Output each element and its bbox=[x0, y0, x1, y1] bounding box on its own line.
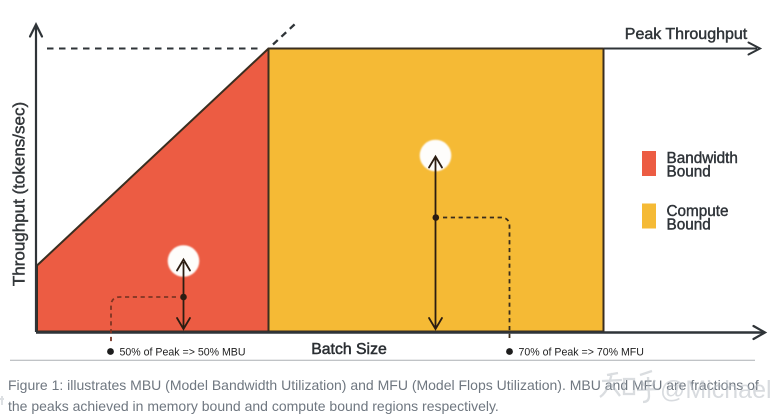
svg-text:Bound: Bound bbox=[667, 164, 711, 181]
svg-text:@Michael: @Michael bbox=[660, 376, 772, 404]
svg-text:Batch Size: Batch Size bbox=[311, 341, 387, 358]
svg-text:70% of Peak => 70% MFU: 70% of Peak => 70% MFU bbox=[519, 347, 644, 359]
svg-text:Peak Throughput: Peak Throughput bbox=[625, 26, 748, 43]
svg-text:Figure 1: illustrates MBU (Mod: Figure 1: illustrates MBU (Model Bandwid… bbox=[8, 377, 759, 393]
svg-text:the peaks achieved in memory b: the peaks achieved in memory bound and c… bbox=[8, 398, 499, 414]
svg-text:Throughput (tokens/sec): Throughput (tokens/sec) bbox=[10, 102, 29, 286]
svg-text:Compute: Compute bbox=[667, 203, 729, 220]
svg-text:Bandwidth: Bandwidth bbox=[667, 150, 738, 167]
svg-text:50% of Peak => 50% MBU: 50% of Peak => 50% MBU bbox=[120, 347, 246, 359]
svg-text:Bound: Bound bbox=[667, 217, 711, 234]
